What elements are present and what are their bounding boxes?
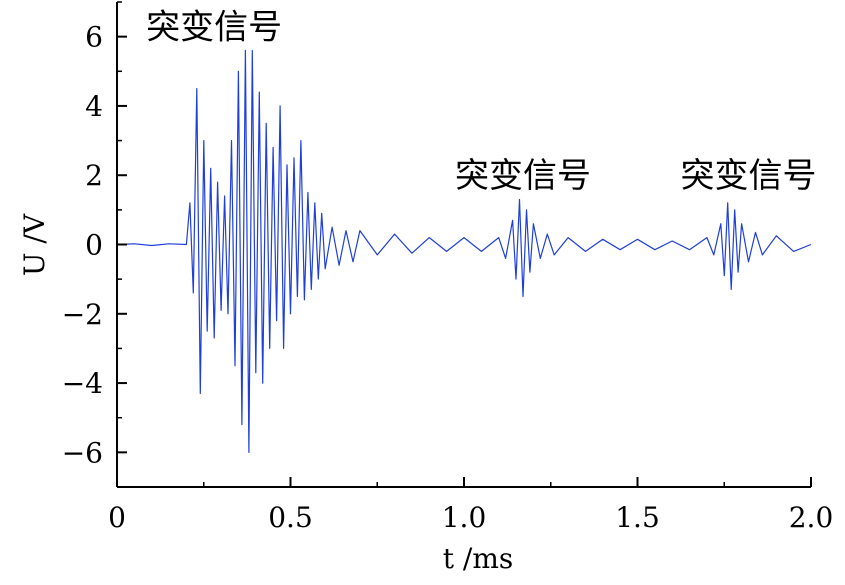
y-tick-label: −2 xyxy=(62,298,103,331)
x-tick-label: 1.0 xyxy=(442,501,487,534)
x-tick-label: 0.5 xyxy=(268,501,313,534)
x-axis-title: t /ms xyxy=(443,542,514,575)
annotation-label: 突变信号 xyxy=(681,156,817,196)
x-tick-label: 1.5 xyxy=(615,501,660,534)
x-tick-label: 0 xyxy=(108,501,126,534)
y-tick-label: 0 xyxy=(85,229,103,262)
y-axis-title: U /V xyxy=(18,213,51,276)
y-tick-label: 2 xyxy=(85,159,103,192)
annotation-label: 突变信号 xyxy=(455,156,591,196)
signal-line xyxy=(116,49,812,453)
y-tick-label: 6 xyxy=(85,21,103,54)
y-tick-label: 4 xyxy=(85,90,103,123)
x-tick-label: 2.0 xyxy=(789,501,834,534)
annotation-label: 突变信号 xyxy=(146,7,282,47)
y-tick-label: −6 xyxy=(62,436,103,469)
y-tick-label: −4 xyxy=(62,367,103,400)
axes: 0 0.5 1.0 1.5 2.0 −6 −4 −2 0 2 4 6 xyxy=(62,1,834,534)
